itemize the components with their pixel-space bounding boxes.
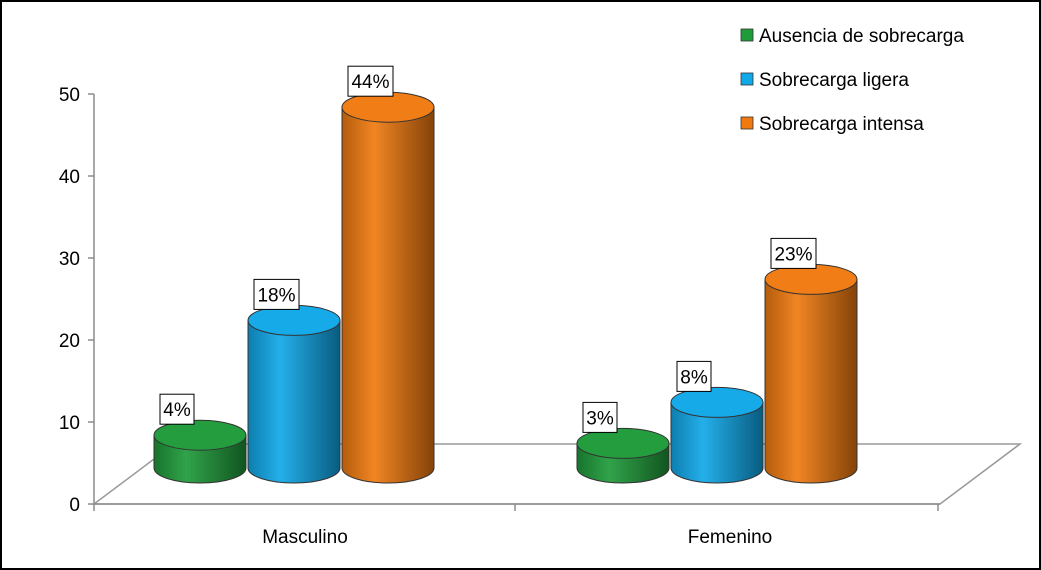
legend-label: Sobrecarga intensa: [759, 114, 924, 135]
legend-item: Sobrecarga ligera: [740, 70, 909, 91]
data-label: 23%: [770, 237, 817, 269]
y-tick-label: 20: [59, 331, 80, 352]
bar-masculino-0: [153, 419, 247, 484]
legend-label: Sobrecarga ligera: [759, 70, 909, 91]
data-label: 3%: [582, 401, 618, 433]
legend-swatch: [740, 116, 754, 130]
svg-text:3%: 3%: [586, 408, 614, 429]
data-label: 4%: [159, 393, 195, 425]
x-category-label: Masculino: [262, 527, 348, 548]
data-labels: 4% 18% 44% 3% 8% 23%: [159, 65, 817, 433]
legend-label: Ausencia de sobrecarga: [759, 26, 964, 47]
bars: [153, 91, 858, 484]
y-tick-label: 40: [59, 167, 80, 188]
bar-masculino-2: [341, 91, 435, 484]
bar-femenino-2: [764, 263, 858, 484]
legend: Ausencia de sobrecarga Sobrecarga ligera S…: [740, 26, 964, 135]
svg-text:8%: 8%: [680, 367, 708, 388]
x-axis: Masculino Femenino: [262, 527, 772, 548]
legend-item: Sobrecarga intensa: [740, 114, 924, 135]
y-tick-label: 30: [59, 249, 80, 270]
legend-swatch: [740, 28, 754, 42]
svg-text:4%: 4%: [163, 400, 191, 421]
y-tick-label: 50: [59, 85, 80, 106]
y-tick-label: 10: [59, 413, 80, 434]
data-label: 44%: [347, 65, 394, 97]
bar-femenino-1: [670, 386, 764, 484]
bar-masculino-1: [247, 304, 341, 484]
svg-text:44%: 44%: [351, 72, 389, 93]
y-tick-label: 0: [69, 495, 80, 516]
data-label: 8%: [676, 360, 712, 392]
data-label: 18%: [253, 278, 300, 310]
svg-text:23%: 23%: [774, 244, 812, 265]
bar-femenino-0: [576, 427, 670, 484]
legend-swatch: [740, 72, 754, 86]
y-axis: 0 10 20 30 40 50: [59, 85, 940, 516]
legend-item: Ausencia de sobrecarga: [740, 26, 964, 47]
x-category-label: Femenino: [688, 527, 773, 548]
svg-text:18%: 18%: [257, 285, 295, 306]
